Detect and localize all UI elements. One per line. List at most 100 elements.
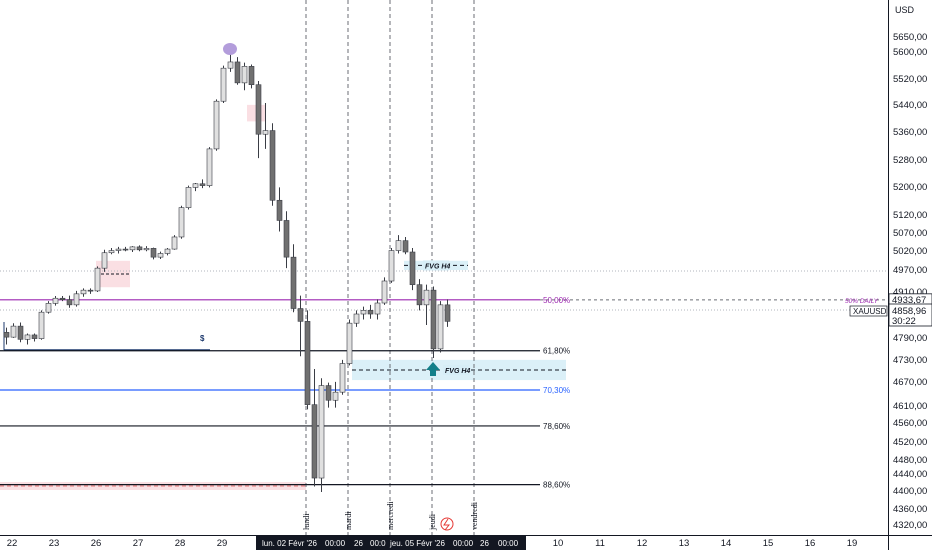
- candle[interactable]: [227, 53, 234, 72]
- candle-body-up: [374, 302, 381, 315]
- candle[interactable]: [269, 123, 276, 206]
- candle[interactable]: [94, 266, 101, 293]
- candle-body-up: [360, 310, 367, 315]
- currency-label[interactable]: USD: [894, 5, 914, 15]
- candle[interactable]: [241, 62, 248, 91]
- candle[interactable]: [3, 327, 10, 345]
- candle-body-up: [108, 250, 115, 254]
- candle-body-up: [262, 130, 269, 135]
- daily50-label: 50% DAILY: [845, 298, 879, 305]
- symbol-tag[interactable]: [849, 305, 888, 317]
- candle[interactable]: [311, 369, 318, 487]
- price-tick-label: 4320,00: [893, 520, 927, 531]
- candle[interactable]: [367, 304, 374, 319]
- candle-body-up: [213, 100, 220, 150]
- price-tag-countdown: 30:22: [892, 316, 916, 327]
- candle-body-down: [367, 310, 374, 315]
- price-tick-label: 4610,00: [893, 401, 927, 412]
- candle[interactable]: [262, 103, 269, 149]
- buy-arrow[interactable]: [426, 362, 440, 376]
- candle[interactable]: [444, 299, 451, 327]
- candle[interactable]: [199, 179, 206, 189]
- candle[interactable]: [178, 205, 185, 239]
- time-cursor-label: 26: [480, 539, 489, 548]
- buy-arrow-shape: [426, 362, 440, 376]
- candle[interactable]: [80, 288, 87, 297]
- candle[interactable]: [38, 310, 45, 340]
- candle[interactable]: [192, 183, 199, 192]
- candle[interactable]: [24, 333, 31, 345]
- candle[interactable]: [388, 247, 395, 283]
- candle-body-down: [31, 334, 38, 339]
- candle[interactable]: [395, 235, 402, 254]
- candle[interactable]: [101, 249, 108, 272]
- candle[interactable]: [220, 65, 227, 104]
- price-tag-last[interactable]: [888, 303, 932, 327]
- candle[interactable]: [73, 290, 80, 307]
- candle[interactable]: [290, 244, 297, 313]
- candle[interactable]: [136, 245, 143, 252]
- candle[interactable]: [150, 247, 157, 260]
- candle[interactable]: [66, 295, 73, 308]
- candle[interactable]: [283, 211, 290, 269]
- candle-body-down: [199, 183, 206, 186]
- candle[interactable]: [304, 310, 311, 410]
- candle[interactable]: [374, 299, 381, 320]
- lightning-bolt: [443, 518, 451, 531]
- candle[interactable]: [143, 246, 150, 252]
- candle[interactable]: [10, 323, 17, 338]
- candle[interactable]: [346, 319, 353, 366]
- candle[interactable]: [353, 310, 360, 327]
- time-cursor-bar[interactable]: [256, 536, 526, 550]
- price-tick-label: 5120,00: [893, 210, 927, 221]
- candle[interactable]: [52, 296, 59, 306]
- candle-body-up: [143, 248, 150, 251]
- candle[interactable]: [115, 246, 122, 254]
- candle[interactable]: [339, 359, 346, 395]
- time-tick-label: 12: [637, 538, 648, 549]
- candle[interactable]: [108, 247, 115, 255]
- candle[interactable]: [381, 277, 388, 305]
- candle[interactable]: [157, 251, 164, 259]
- candle[interactable]: [59, 296, 66, 302]
- candle-body-down: [122, 248, 129, 251]
- price-tick-label: 5200,00: [893, 182, 927, 193]
- candle[interactable]: [122, 246, 129, 252]
- candle[interactable]: [17, 322, 24, 343]
- candle[interactable]: [402, 236, 409, 255]
- candle-body-up: [346, 322, 353, 364]
- time-cursor-label: 26: [354, 539, 363, 548]
- candle[interactable]: [171, 235, 178, 250]
- lightning-icon[interactable]: [440, 517, 454, 531]
- liquidity-marker: $: [200, 334, 205, 343]
- candle[interactable]: [430, 286, 437, 359]
- candle[interactable]: [276, 187, 283, 232]
- candle[interactable]: [332, 381, 339, 408]
- candle[interactable]: [437, 301, 444, 353]
- candle[interactable]: [360, 306, 367, 320]
- supply-zone[interactable]: [0, 482, 306, 490]
- candle[interactable]: [87, 288, 94, 294]
- candle[interactable]: [45, 301, 52, 314]
- candle[interactable]: [164, 247, 171, 256]
- candle[interactable]: [416, 279, 423, 311]
- candle[interactable]: [234, 57, 241, 85]
- candle[interactable]: [409, 247, 416, 291]
- time-tick-label: 27: [133, 538, 144, 549]
- candle[interactable]: [206, 147, 213, 188]
- candle[interactable]: [213, 99, 220, 151]
- time-cursor-label: 00:00: [453, 539, 474, 548]
- candle[interactable]: [423, 284, 430, 326]
- candle[interactable]: [297, 295, 304, 357]
- high-marker[interactable]: [223, 43, 237, 55]
- candle[interactable]: [325, 382, 332, 408]
- candle[interactable]: [318, 378, 325, 492]
- fib-level-label: 70,30%: [543, 386, 570, 395]
- candle[interactable]: [185, 185, 192, 210]
- candle[interactable]: [129, 246, 136, 253]
- candle[interactable]: [255, 81, 262, 159]
- candle[interactable]: [248, 64, 255, 89]
- candle[interactable]: [31, 333, 38, 342]
